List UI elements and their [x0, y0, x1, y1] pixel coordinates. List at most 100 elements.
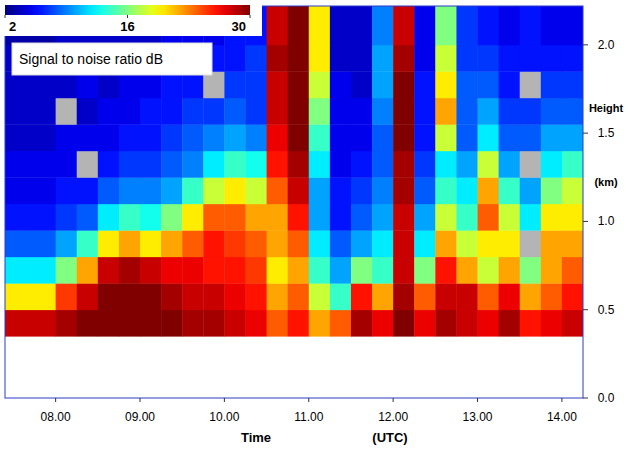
- y-tick-label: 0.5: [598, 303, 615, 317]
- heat-cell: [245, 230, 266, 257]
- y-tick: [583, 133, 588, 134]
- heat-cell: [203, 98, 224, 125]
- heat-cell: [541, 124, 562, 151]
- heat-cell: [309, 204, 330, 231]
- heat-cell: [372, 310, 393, 337]
- heat-cell: [330, 71, 351, 98]
- heat-cell: [5, 283, 56, 310]
- heat-cell: [182, 283, 203, 310]
- heat-cell: [414, 98, 435, 125]
- heat-cell: [351, 6, 372, 45]
- heat-cell: [330, 204, 351, 231]
- heat-cell: [140, 124, 161, 151]
- heat-cell: [140, 177, 161, 204]
- heat-cell: [435, 124, 456, 151]
- heat-cell: [267, 283, 288, 310]
- heat-cell: [267, 204, 288, 231]
- y-tick-label: 1.5: [598, 126, 615, 140]
- heat-cell: [393, 6, 414, 45]
- heat-cell: [77, 230, 98, 257]
- heat-cell: [435, 230, 456, 257]
- x-tick: [561, 398, 562, 402]
- heat-cell: [499, 204, 520, 231]
- heat-cell: [5, 204, 56, 231]
- heat-cell: [77, 124, 98, 151]
- heat-cell: [5, 257, 56, 284]
- heat-cell: [56, 310, 77, 337]
- heat-cell: [309, 283, 330, 310]
- heat-cell: [372, 151, 393, 178]
- heat-cell: [393, 177, 414, 204]
- heat-cell: [98, 204, 119, 231]
- heat-cell: [224, 98, 245, 125]
- heat-cell: [330, 230, 351, 257]
- heat-cell: [77, 151, 98, 178]
- heat-cell: [288, 230, 309, 257]
- title-box: [12, 43, 212, 75]
- heat-cell: [5, 177, 56, 204]
- heat-cell: [351, 283, 372, 310]
- heat-cell: [288, 124, 309, 151]
- heat-cell: [288, 310, 309, 337]
- heat-cell: [119, 283, 140, 310]
- heat-cell: [309, 124, 330, 151]
- heat-cell: [414, 230, 435, 257]
- heat-cell: [456, 71, 477, 98]
- heat-cell: [330, 124, 351, 151]
- cells: [5, 6, 583, 337]
- heat-cell: [499, 45, 520, 72]
- heat-cell: [119, 124, 140, 151]
- heat-cell: [77, 204, 98, 231]
- colorbar: [5, 5, 250, 15]
- heat-cell: [478, 151, 499, 178]
- y-axis-unit: (km): [594, 176, 618, 188]
- x-tick-label: 10.00: [209, 410, 239, 424]
- heat-cell: [5, 310, 56, 337]
- heat-cell: [393, 230, 414, 257]
- heat-cell: [288, 204, 309, 231]
- heat-cell: [161, 124, 182, 151]
- heat-cell: [351, 124, 372, 151]
- heat-cell: [541, 6, 562, 45]
- y-tick-label: 1.0: [598, 214, 615, 228]
- heat-cell: [161, 310, 182, 337]
- heat-cell: [182, 151, 203, 178]
- heat-cell: [309, 45, 330, 72]
- heat-cell: [267, 151, 288, 178]
- heat-cell: [267, 177, 288, 204]
- heat-cell: [393, 151, 414, 178]
- heat-cell: [393, 257, 414, 284]
- heat-cell: [267, 124, 288, 151]
- heat-cell: [414, 6, 435, 45]
- heat-cell: [478, 230, 499, 257]
- heat-cell: [393, 71, 414, 98]
- heat-cell: [562, 45, 583, 72]
- heat-cell: [245, 71, 266, 98]
- heat-cell: [267, 45, 288, 72]
- heat-cell: [203, 310, 224, 337]
- heat-cell: [372, 283, 393, 310]
- heat-cell: [56, 124, 77, 151]
- heat-cell: [478, 310, 499, 337]
- heat-cell: [435, 177, 456, 204]
- heat-cell: [5, 230, 56, 257]
- heat-cell: [267, 71, 288, 98]
- heat-cell: [541, 257, 562, 284]
- heat-cell: [98, 98, 119, 125]
- heat-cell: [98, 230, 119, 257]
- heat-cell: [267, 310, 288, 337]
- heat-cell: [520, 6, 541, 45]
- heat-cell: [351, 71, 372, 98]
- title: Signal to noise ratio dB: [19, 51, 163, 67]
- heat-cell: [245, 124, 266, 151]
- heat-cell: [520, 45, 541, 72]
- heat-cell: [541, 71, 562, 98]
- heat-cell: [288, 283, 309, 310]
- y-tick-label: 2.0: [598, 38, 615, 52]
- heat-cell: [309, 177, 330, 204]
- heat-cell: [140, 98, 161, 125]
- heat-cell: [119, 204, 140, 231]
- heat-cell: [435, 310, 456, 337]
- x-tick: [393, 398, 394, 402]
- heat-cell: [161, 230, 182, 257]
